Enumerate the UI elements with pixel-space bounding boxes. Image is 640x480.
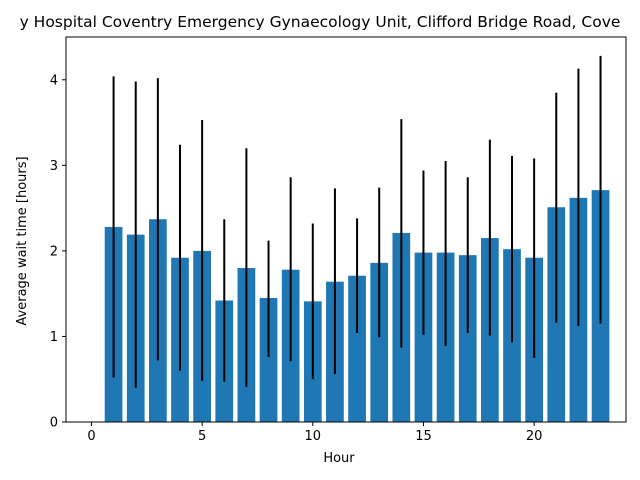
y-tick-label-4: 4 xyxy=(50,73,58,88)
bar-hour-13 xyxy=(370,262,389,422)
axes: 0 5 10 15 20 0 1 2 3 4 xyxy=(50,36,627,444)
bar-hour-17 xyxy=(458,255,477,422)
axes-frame xyxy=(65,36,627,423)
y-axis-label: Average wait time [hours] xyxy=(15,156,30,325)
x-tick-label-15: 15 xyxy=(415,429,432,444)
y-tick-label-1: 1 xyxy=(50,330,58,345)
x-tick-label-20: 20 xyxy=(526,429,543,444)
chart-title: y Hospital Coventry Emergency Gynaecolog… xyxy=(20,13,621,31)
y-tick-label-2: 2 xyxy=(50,244,58,259)
bar-hour-15 xyxy=(414,252,433,422)
bar-hour-12 xyxy=(348,275,366,422)
plot-area xyxy=(104,55,610,422)
x-tick-label-10: 10 xyxy=(305,429,322,444)
y-tick-label-3: 3 xyxy=(50,159,58,174)
bar-hour-8 xyxy=(259,297,278,422)
x-tick-label-0: 0 xyxy=(87,429,95,444)
y-tick-label-0: 0 xyxy=(50,416,58,431)
x-tick-label-5: 5 xyxy=(198,429,206,444)
x-axis-label: Hour xyxy=(323,451,355,466)
